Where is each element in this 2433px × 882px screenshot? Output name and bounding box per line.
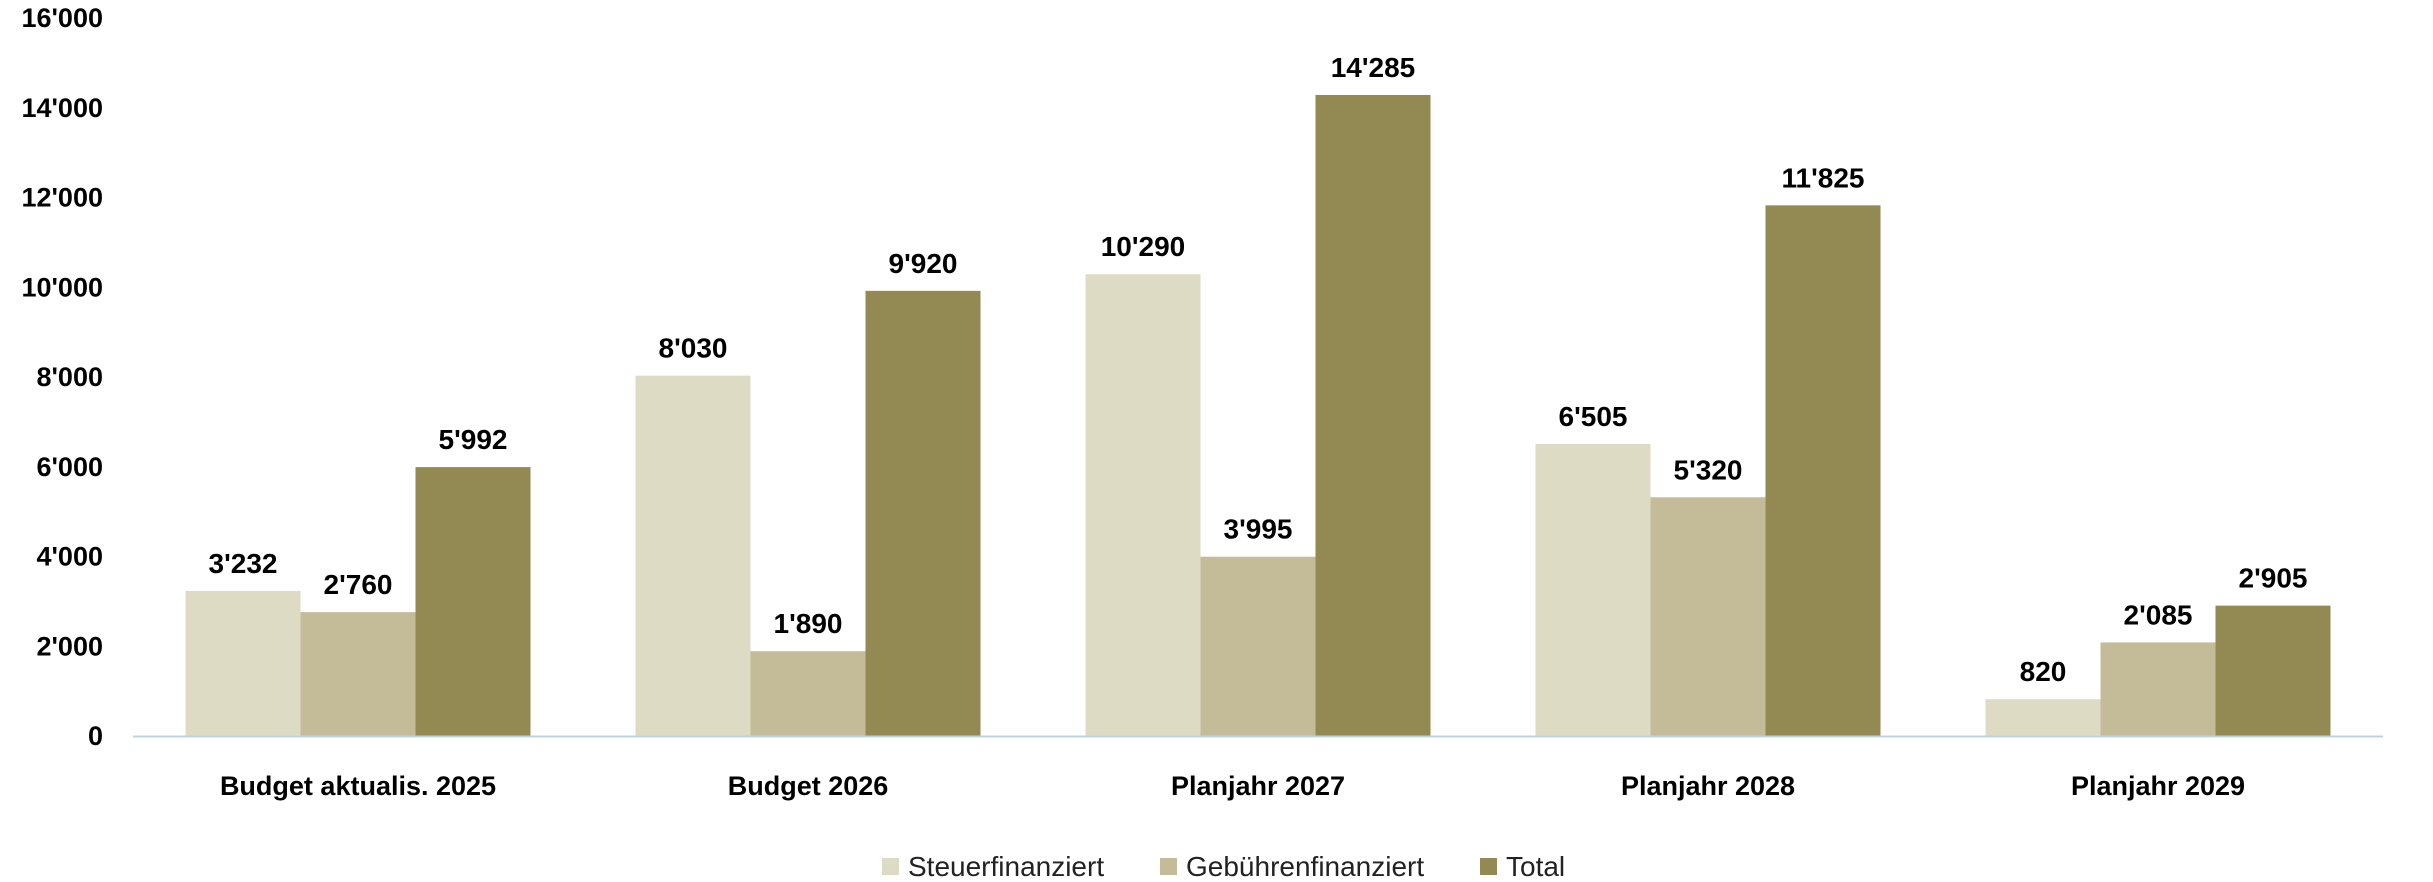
data-label: 9'920	[889, 248, 958, 279]
bar-gebührenfinanziert	[300, 612, 416, 736]
bar-steuerfinanziert	[635, 375, 751, 736]
data-label: 10'290	[1101, 231, 1186, 262]
bar-steuerfinanziert	[1085, 274, 1201, 736]
y-tick-label: 12'000	[21, 183, 103, 213]
bar-total	[865, 290, 981, 736]
legend-label: Total	[1506, 851, 1565, 882]
legend: Steuerfinanziert Gebührenfinanziert Total	[882, 851, 1565, 882]
y-tick-label: 2'000	[37, 631, 104, 661]
y-tick-label: 14'000	[21, 93, 103, 123]
data-label: 8'030	[659, 333, 728, 364]
legend-swatch	[1480, 858, 1497, 875]
y-tick-label: 6'000	[37, 452, 104, 482]
x-category-label: Planjahr 2028	[1621, 771, 1795, 801]
bar-steuerfinanziert	[1985, 699, 2101, 736]
data-label: 1'890	[774, 608, 843, 639]
bar-steuerfinanziert	[185, 590, 301, 736]
y-tick-label: 4'000	[37, 542, 104, 572]
legend-item: Total	[1480, 851, 1565, 882]
x-category-label: Budget aktualis. 2025	[220, 771, 496, 801]
x-category-label: Planjahr 2027	[1171, 771, 1345, 801]
bar-gebührenfinanziert	[1200, 556, 1316, 736]
bar-total	[1315, 94, 1431, 736]
data-label: 2'760	[324, 569, 393, 600]
legend-label: Gebührenfinanziert	[1186, 851, 1424, 882]
data-label: 3'232	[209, 548, 278, 579]
data-label: 2'905	[2239, 563, 2308, 594]
y-tick-label: 8'000	[37, 362, 104, 392]
y-axis-ticks: 0 2'000 4'000 6'000 8'000 10'000 12'000 14'000 1…	[21, 3, 103, 751]
bar-total	[415, 467, 531, 736]
bar-total	[1765, 205, 1881, 736]
bar-gebührenfinanziert	[750, 651, 866, 736]
bar-total	[2215, 605, 2331, 736]
x-category-label: Budget 2026	[728, 771, 889, 801]
data-label: 5'320	[1674, 454, 1743, 485]
x-category-label: Planjahr 2029	[2071, 771, 2245, 801]
data-label: 5'992	[439, 424, 508, 455]
x-axis-category-labels: Budget aktualis. 2025 Budget 2026 Planjahr…	[220, 771, 2245, 801]
data-label: 3'995	[1224, 514, 1293, 545]
data-label: 14'285	[1331, 52, 1416, 83]
bar-gebührenfinanziert	[2100, 642, 2216, 736]
bar-gebührenfinanziert	[1650, 497, 1766, 736]
data-labels: 3'232 2'760 5'992 8'030 1'890 9'920 10'290 3'99…	[209, 52, 2308, 687]
data-label: 6'505	[1559, 401, 1628, 432]
legend-swatch	[1160, 858, 1177, 875]
legend-item: Gebührenfinanziert	[1160, 851, 1424, 882]
legend-label: Steuerfinanziert	[908, 851, 1104, 882]
y-tick-label: 16'000	[21, 3, 103, 33]
bar-steuerfinanziert	[1535, 444, 1651, 736]
legend-item: Steuerfinanziert	[882, 851, 1104, 882]
legend-swatch	[882, 858, 899, 875]
data-label: 2'085	[2124, 599, 2193, 630]
y-tick-label: 10'000	[21, 272, 103, 302]
data-label: 820	[2020, 656, 2067, 687]
data-label: 11'825	[1782, 162, 1865, 193]
y-tick-label: 0	[88, 721, 103, 751]
bars	[185, 94, 2331, 736]
